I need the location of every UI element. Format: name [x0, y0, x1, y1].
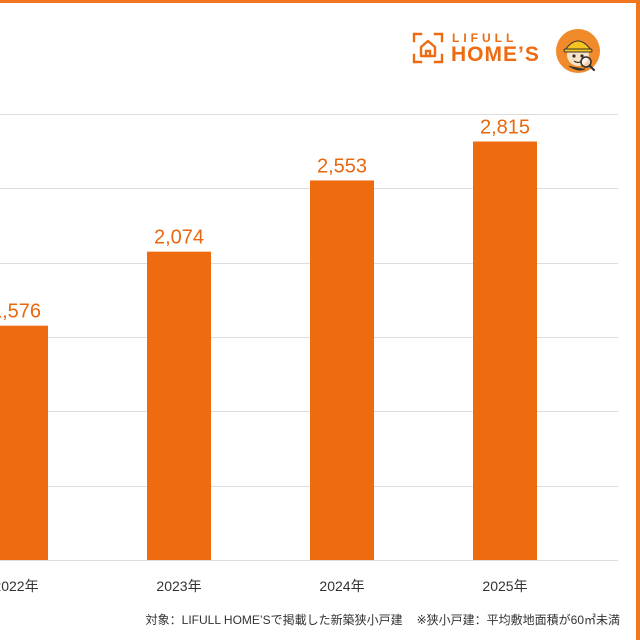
x-axis-tick-labels: 2022年 2023年 2024年 2025年	[0, 578, 528, 594]
footnote: 対象：LIFULL HOME’Sで掲載した新築狭小戸建 ※狭小戸建：平均敷地面積…	[20, 612, 620, 628]
bars	[0, 141, 537, 561]
x-tick-label: 2023年	[156, 578, 201, 594]
data-label: 2,815	[480, 117, 530, 139]
x-tick-label: 2022年	[0, 578, 39, 594]
data-labels: 1,576 2,074 2,553 2,815	[0, 117, 530, 323]
data-label: 1,576	[0, 301, 41, 323]
bar-2025	[473, 141, 537, 560]
lifull-homes-logo: LIFULL HOME’S	[410, 28, 605, 76]
x-tick-label: 2024年	[319, 578, 364, 594]
house-icon	[412, 32, 444, 64]
bar-2024	[310, 180, 374, 561]
data-label: 2,553	[317, 155, 367, 177]
frame-border-top	[0, 0, 640, 3]
frame-border-right	[636, 0, 640, 640]
logo-lifull-text: LIFULL	[452, 31, 518, 45]
bar-2022	[0, 325, 48, 560]
logo-homes-text: HOME’S	[451, 43, 540, 66]
mascot-icon	[556, 29, 600, 73]
footnote-note: ※狭小戸建：平均敷地面積が60㎡未満	[416, 613, 620, 627]
x-tick-label: 2025年	[482, 578, 527, 594]
footnote-target: 対象：LIFULL HOME’Sで掲載した新築狭小戸建	[145, 613, 403, 627]
bar-2023	[147, 251, 211, 560]
data-label: 2,074	[154, 227, 204, 249]
